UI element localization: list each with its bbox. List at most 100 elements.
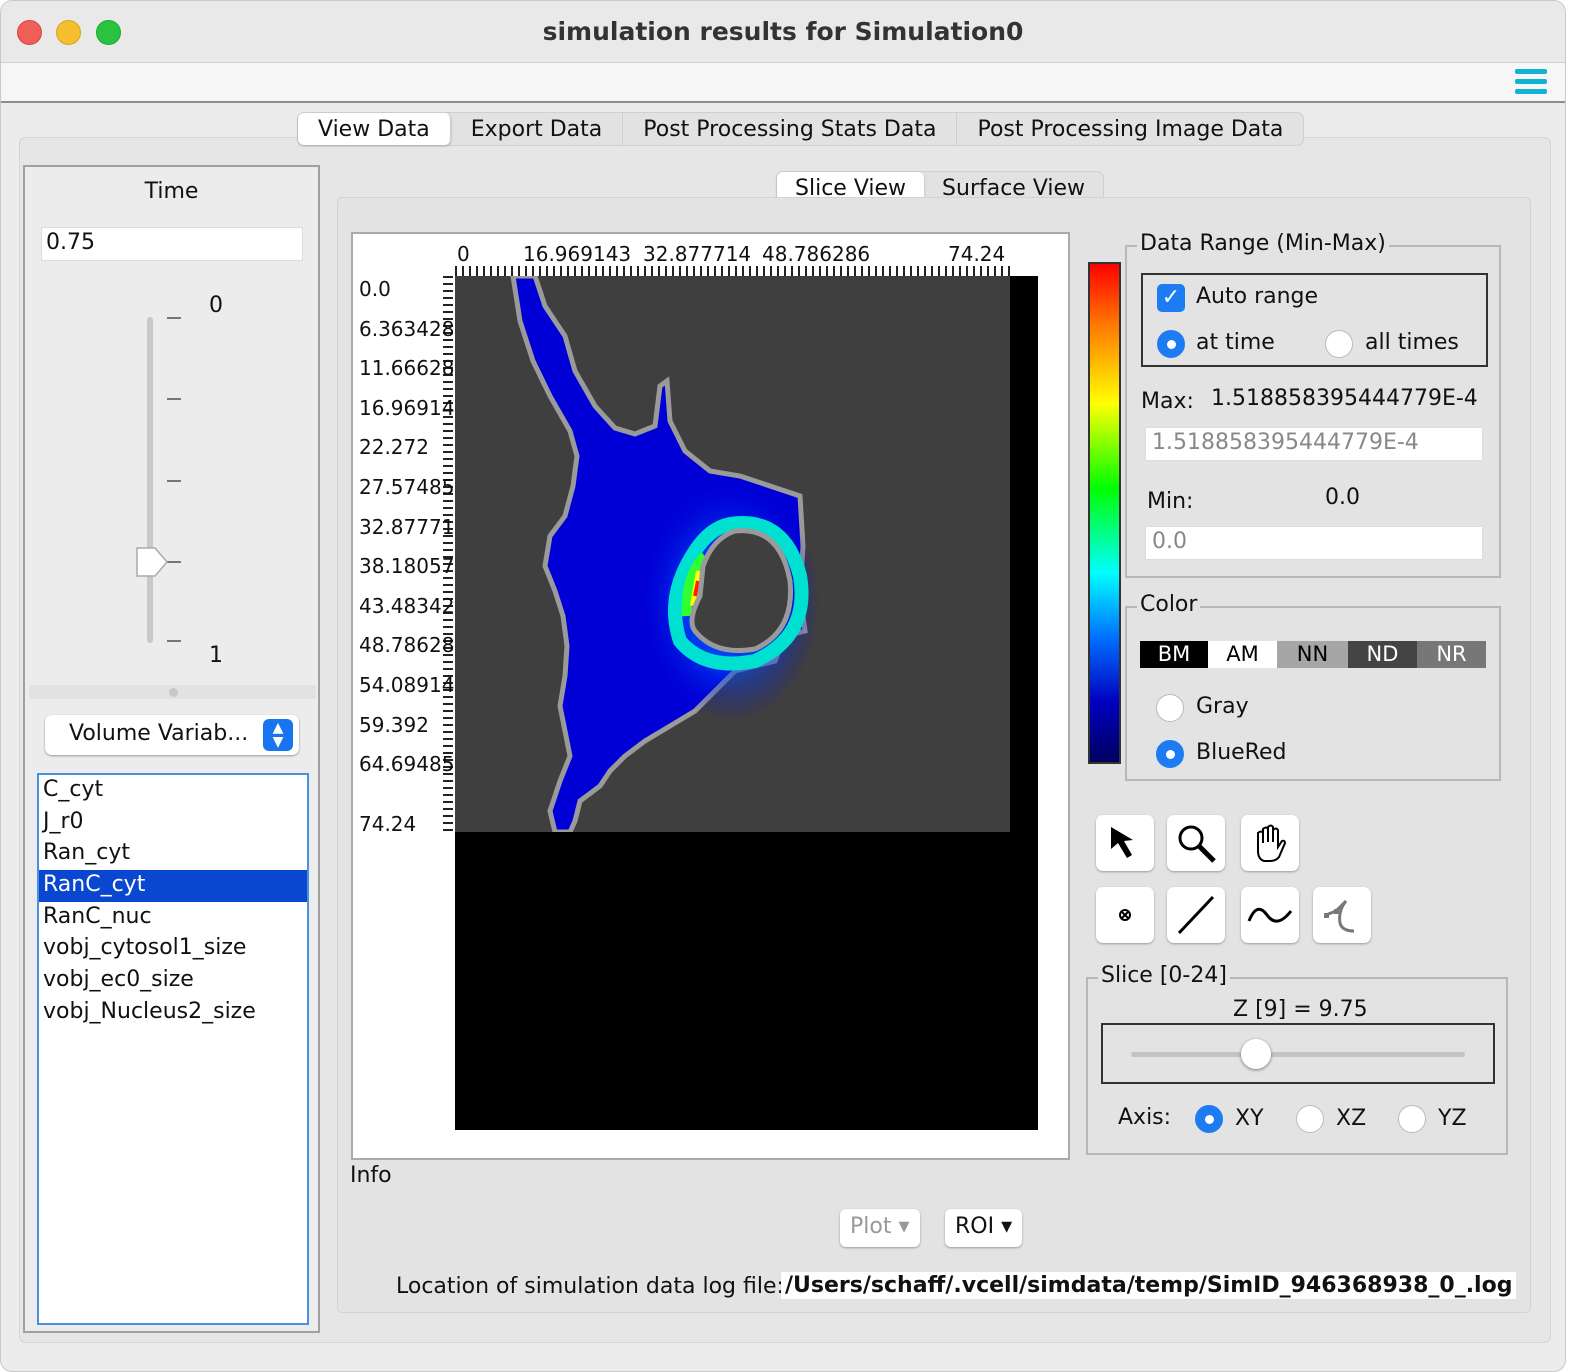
toolbar	[1, 63, 1565, 103]
variable-list-item[interactable]: RanC_cyt	[39, 870, 307, 902]
min-value: 0.0	[1325, 485, 1360, 510]
auto-range-label: Auto range	[1196, 284, 1319, 309]
zoom-window-button[interactable]	[96, 20, 121, 45]
auto-range-checkbox[interactable]: ✓	[1157, 284, 1185, 312]
chevron-down-icon: ▾	[898, 1214, 910, 1239]
time-variable-panel: Time 0.75 0 1 Volume Variab... ▲ ▼ C_cyt J…	[23, 165, 320, 1333]
color-group: Color	[1125, 592, 1501, 781]
zoom-icon[interactable]	[1167, 815, 1225, 871]
color-am-button[interactable]: AM	[1208, 641, 1277, 668]
x-tick-label: 16.969143	[523, 242, 632, 266]
z-slice-label: Z [9] = 9.75	[1233, 997, 1368, 1022]
plot-label: Plot	[850, 1214, 892, 1239]
axis-xz-radio[interactable]	[1296, 1105, 1324, 1133]
x-tick-label: 32.877714	[643, 242, 752, 266]
chevron-down-icon: ▾	[1001, 1214, 1013, 1239]
bluered-radio[interactable]	[1156, 740, 1184, 768]
variable-list-item[interactable]: vobj_cytosol1_size	[43, 935, 247, 961]
image-display[interactable]: 0 16.969143 32.877714 48.786286 74.24 0.…	[351, 232, 1070, 1160]
slider-tick	[167, 480, 181, 482]
y-tick-label: 59.392	[359, 713, 429, 737]
variable-type-value: Volume Variab...	[69, 721, 249, 746]
y-tick-label: 48.78628	[359, 633, 455, 657]
slice-slider-knob[interactable]	[1241, 1039, 1271, 1069]
title-bar: simulation results for Simulation0	[1, 1, 1565, 63]
line-icon[interactable]	[1167, 887, 1225, 943]
tab-post-processing-stats[interactable]: Post Processing Stats Data	[623, 113, 958, 145]
close-window-button[interactable]	[17, 20, 42, 45]
tab-post-processing-image[interactable]: Post Processing Image Data	[977, 117, 1284, 142]
y-tick-label: 38.18057	[359, 554, 455, 578]
point-icon[interactable]	[1096, 887, 1154, 943]
minimize-window-button[interactable]	[56, 20, 81, 45]
x-tick-label: 74.24	[948, 242, 1006, 266]
slider-tick	[167, 317, 181, 319]
roi-label: ROI	[955, 1214, 995, 1239]
variable-list-item[interactable]: vobj_ec0_size	[43, 967, 194, 993]
color-nr-button[interactable]: NR	[1417, 641, 1486, 668]
x-tick-label: 48.786286	[762, 242, 871, 266]
tab-view-data[interactable]: View Data	[298, 113, 451, 145]
time-field[interactable]: 0.75	[41, 227, 303, 261]
main-tabs: View Data Export Data Post Processing St…	[297, 112, 1305, 146]
variable-list-item[interactable]: C_cyt	[43, 777, 104, 802]
plot-menu-button[interactable]: Plot ▾	[840, 1209, 920, 1247]
gray-radio[interactable]	[1156, 694, 1184, 722]
variable-list[interactable]: C_cyt J_r0 Ran_cyt RanC_cyt RanC_nuc vobj_cyt…	[37, 773, 309, 1325]
axis-label: Axis:	[1118, 1105, 1172, 1130]
tab-export-data[interactable]: Export Data	[451, 113, 624, 145]
heatmap-image[interactable]	[455, 273, 1038, 1130]
pointer-icon[interactable]	[1096, 815, 1154, 871]
slider-min-label: 0	[209, 293, 223, 318]
min-field[interactable]: 0.0	[1145, 526, 1483, 560]
chevron-updown-icon: ▲ ▼	[263, 719, 293, 751]
time-slider-knob[interactable]	[135, 545, 169, 579]
log-location-label: Location of simulation data log file:	[396, 1274, 784, 1299]
color-scale-bar	[1088, 262, 1121, 764]
slice-slider-track[interactable]	[1131, 1052, 1465, 1057]
bluered-label: BlueRed	[1196, 740, 1287, 765]
axis-yz-radio[interactable]	[1398, 1105, 1426, 1133]
tab-surface-view[interactable]: Surface View	[942, 176, 1086, 201]
x-ruler	[455, 266, 1011, 276]
axis-xy-radio[interactable]	[1195, 1105, 1223, 1133]
y-tick-label: 6.363428	[359, 317, 455, 341]
at-time-radio[interactable]	[1157, 330, 1185, 358]
log-file-path[interactable]: /Users/schaff/.vcell/simdata/temp/SimID_…	[781, 1272, 1517, 1299]
hamburger-menu-icon[interactable]	[1515, 69, 1547, 97]
y-tick-label: 27.57485	[359, 475, 455, 499]
variable-list-item[interactable]: J_r0	[43, 808, 84, 834]
slice-legend: Slice [0-24]	[1098, 963, 1230, 988]
y-tick-label: 16.96914	[359, 396, 455, 420]
variable-list-item[interactable]: RanC_nuc	[43, 903, 152, 929]
slider-tick	[167, 640, 181, 642]
y-tick-label: 64.69485	[359, 752, 455, 776]
slider-tick	[167, 398, 181, 400]
polyline-icon[interactable]	[1313, 887, 1371, 943]
y-ruler	[443, 276, 453, 832]
time-slider-track[interactable]	[147, 317, 153, 643]
slice-slider-box	[1101, 1023, 1495, 1084]
auto-range-box	[1141, 273, 1488, 367]
data-range-group: Data Range (Min-Max) ✓ Auto range at tim…	[1125, 231, 1501, 578]
info-label: Info	[350, 1163, 392, 1188]
y-tick-label: 0.0	[359, 277, 391, 301]
split-divider[interactable]	[29, 685, 316, 699]
variable-list-item[interactable]: vobj_Nucleus2_size	[43, 998, 256, 1024]
y-tick-label: 74.24	[359, 812, 417, 836]
variable-type-select[interactable]: Volume Variab... ▲ ▼	[45, 715, 299, 755]
all-times-radio[interactable]	[1325, 330, 1353, 358]
time-label: Time	[144, 179, 199, 204]
max-field[interactable]: 1.518858395444779E-4	[1145, 427, 1483, 461]
color-nn-button[interactable]: NN	[1277, 641, 1348, 668]
color-bm-button[interactable]: BM	[1140, 641, 1208, 668]
cell-slice-rendering	[455, 273, 1038, 1130]
pan-icon[interactable]	[1241, 815, 1299, 871]
max-label: Max:	[1141, 389, 1194, 414]
roi-menu-button[interactable]: ROI ▾	[945, 1209, 1023, 1247]
curve-icon[interactable]	[1241, 887, 1299, 943]
variable-list-item[interactable]: Ran_cyt	[43, 840, 130, 866]
color-nd-button[interactable]: ND	[1348, 641, 1417, 668]
y-tick-label: 43.48342	[359, 594, 455, 618]
